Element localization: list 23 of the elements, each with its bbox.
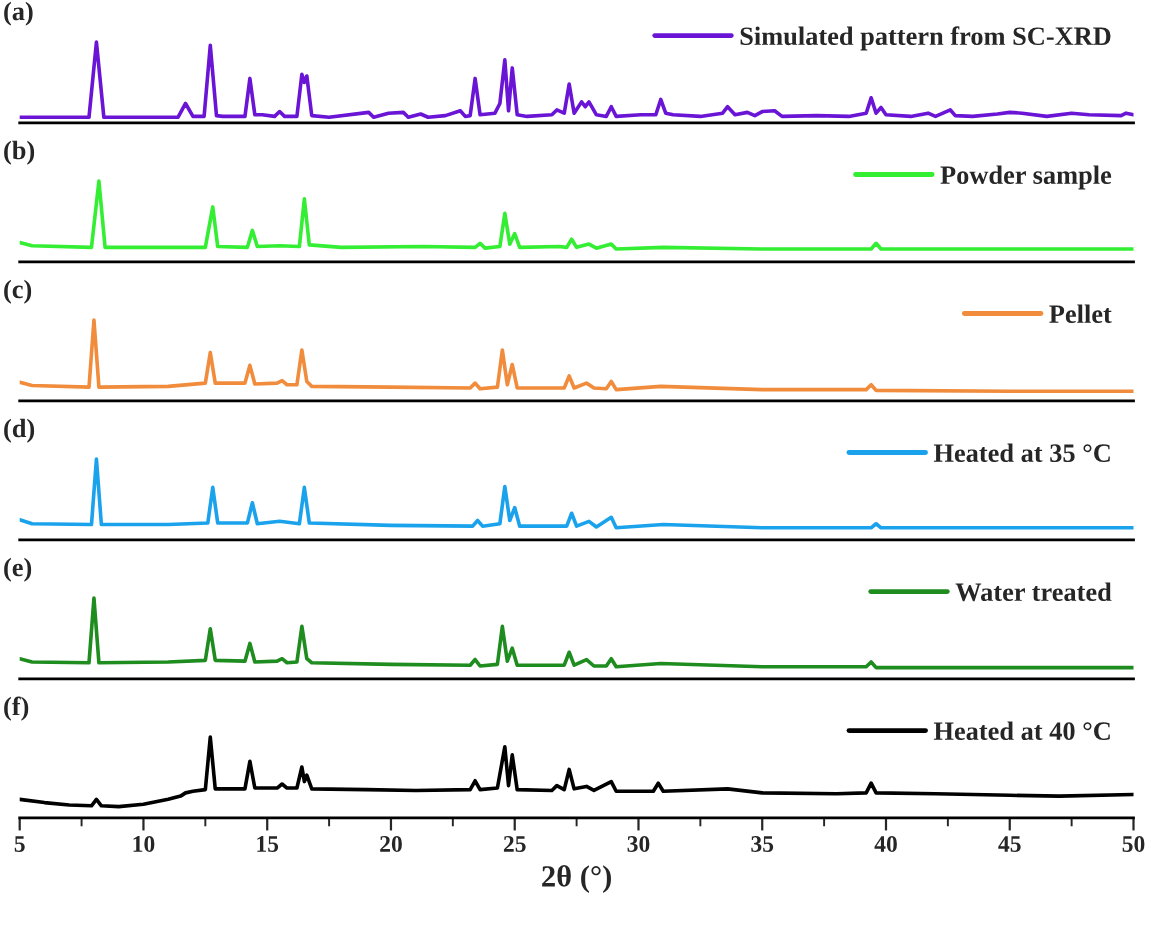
x-tick-label: 20 xyxy=(380,835,402,852)
x-tick-label: 10 xyxy=(133,835,155,852)
x-tick-label: 50 xyxy=(1122,835,1145,852)
legend-label: Heated at 40 °C xyxy=(933,721,1110,741)
legend-label: Simulated pattern from SC-XRD xyxy=(740,26,1111,51)
legend-label: Pellet xyxy=(1049,304,1112,324)
x-tick-label: 15 xyxy=(257,836,279,852)
legend-label: Water treated xyxy=(955,582,1112,602)
x-tick-label: 40 xyxy=(874,835,897,852)
x-tick-label: 35 xyxy=(751,836,774,852)
x-tick-label: 45 xyxy=(998,836,1021,852)
chart-title: (f) xyxy=(4,696,29,721)
x-axis-title: 2θ (°) xyxy=(542,865,611,893)
x-tick-label: 25 xyxy=(503,836,526,852)
legend-label: Heated at 35 °C xyxy=(933,443,1110,463)
chart-title: (a) xyxy=(4,1,33,26)
chart-title: (e) xyxy=(4,557,32,582)
x-tick-label: 30 xyxy=(627,835,650,852)
chart-title: (d) xyxy=(4,418,35,443)
legend-label: Powder sample xyxy=(940,165,1112,190)
x-tick-label: 5 xyxy=(14,836,25,852)
chart-title: (c) xyxy=(4,279,32,304)
chart-title: (b) xyxy=(4,140,35,165)
